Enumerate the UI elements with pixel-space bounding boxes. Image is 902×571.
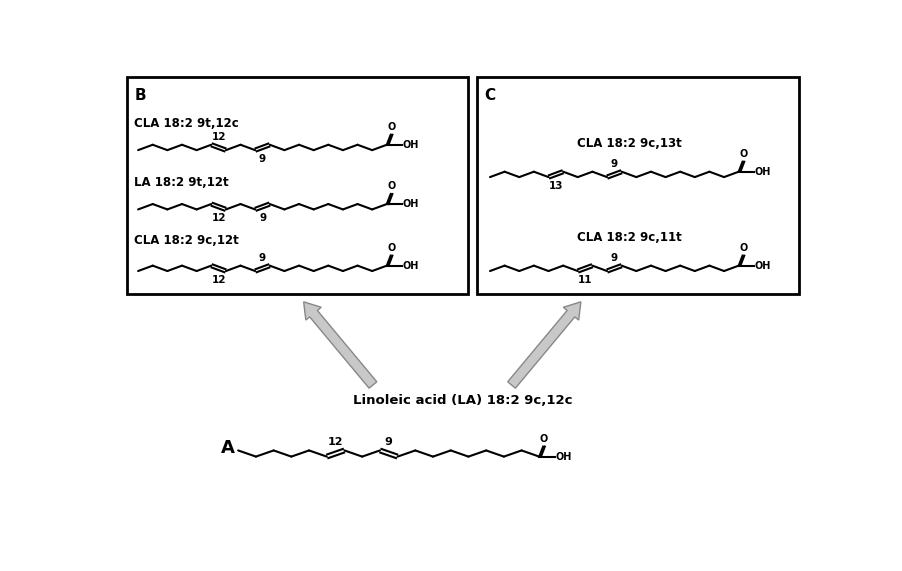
Polygon shape [508,302,581,388]
Text: CLA 18:2 9t,12c: CLA 18:2 9t,12c [134,116,239,130]
Text: OH: OH [403,199,419,209]
Text: B: B [134,88,146,103]
Text: 9: 9 [611,159,618,168]
Text: OH: OH [403,140,419,150]
Polygon shape [304,302,377,388]
Text: Linoleic acid (LA) 18:2 9c,12c: Linoleic acid (LA) 18:2 9c,12c [353,394,572,407]
Text: O: O [387,122,396,132]
Text: CLA 18:2 9c,11t: CLA 18:2 9c,11t [577,231,682,244]
Text: 13: 13 [548,181,563,191]
Text: 9: 9 [385,437,392,447]
Text: 12: 12 [211,275,226,285]
Text: O: O [740,148,748,159]
Text: CLA 18:2 9c,12t: CLA 18:2 9c,12t [134,235,239,247]
Text: OH: OH [755,167,771,176]
Text: 11: 11 [578,275,593,285]
Text: 12: 12 [211,132,226,142]
Text: 9: 9 [260,214,267,223]
Text: OH: OH [403,260,419,271]
Text: O: O [539,433,548,444]
Text: 9: 9 [611,252,618,263]
Text: O: O [387,243,396,252]
Text: 12: 12 [212,214,226,223]
Text: A: A [221,439,235,457]
Text: OH: OH [755,260,771,271]
Text: OH: OH [556,452,572,461]
Text: 12: 12 [327,437,344,447]
Bar [477,77,799,294]
Text: LA 18:2 9t,12t: LA 18:2 9t,12t [134,176,229,189]
Text: O: O [387,181,396,191]
Text: O: O [740,243,748,252]
Text: C: C [484,88,496,103]
Text: 9: 9 [259,252,266,263]
Text: CLA 18:2 9c,13t: CLA 18:2 9c,13t [577,138,682,151]
Text: 9: 9 [259,154,266,164]
Bar [126,77,467,294]
